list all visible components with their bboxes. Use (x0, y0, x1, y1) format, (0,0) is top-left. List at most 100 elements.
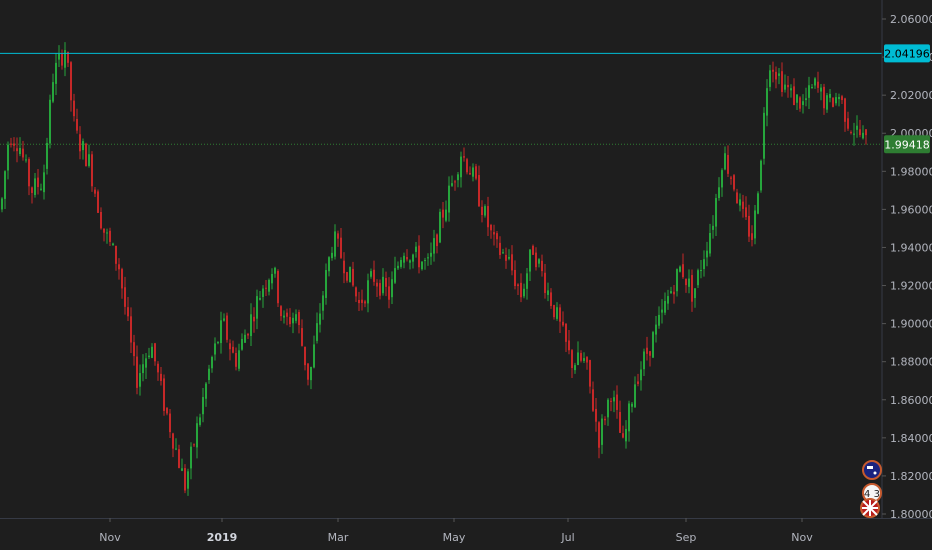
candle (385, 271, 387, 297)
candle (364, 299, 366, 308)
y-tick-label: 1.98000 (890, 165, 932, 178)
candle (217, 341, 219, 345)
candle (844, 97, 846, 132)
candle (826, 92, 828, 113)
candle (571, 348, 573, 378)
candle (304, 346, 306, 371)
candle (856, 115, 858, 138)
y-tick-label: 2.02000 (890, 89, 932, 102)
time-axis[interactable]: Nov 2019 Mar May Jul Sep Nov (99, 518, 813, 544)
candle (433, 229, 435, 262)
candle (541, 254, 543, 277)
candle (325, 263, 327, 305)
candle (313, 335, 315, 369)
candle (853, 122, 855, 146)
horizontal-lines[interactable] (0, 52, 882, 145)
candle (556, 302, 558, 321)
candle (577, 341, 579, 366)
candle (754, 205, 756, 245)
candle (148, 347, 150, 360)
candle (850, 130, 852, 135)
candle (163, 374, 165, 416)
candle (229, 339, 231, 361)
candle (175, 438, 177, 451)
candle (361, 289, 363, 311)
candle (67, 51, 69, 67)
candle (679, 265, 681, 273)
candle (136, 345, 138, 395)
candle (355, 286, 357, 303)
price-tags: 2.04196 1.99418 (884, 44, 930, 154)
candle (835, 92, 837, 106)
x-tick-label: May (443, 531, 466, 544)
event-badges[interactable]: 4 3 (860, 460, 882, 518)
candle (544, 264, 546, 299)
candle (349, 266, 351, 283)
candle (58, 45, 60, 67)
y-tick-label: 2.06000 (890, 13, 932, 26)
candle (643, 348, 645, 376)
x-tick-label: Nov (99, 531, 121, 544)
candle (199, 413, 201, 427)
candle (730, 175, 732, 185)
candle (16, 137, 18, 163)
candle (463, 147, 465, 162)
candle (535, 247, 537, 271)
candle (340, 228, 342, 259)
candle (265, 279, 267, 297)
candle (103, 228, 105, 242)
candle (778, 67, 780, 85)
candle (592, 381, 594, 413)
candle (106, 228, 108, 244)
candle (373, 260, 375, 286)
candle (751, 225, 753, 247)
candle (772, 61, 774, 83)
candle (331, 246, 333, 261)
candle (19, 137, 21, 157)
uk-flag-icon[interactable] (860, 498, 880, 518)
candle (745, 196, 747, 220)
candle (505, 247, 507, 269)
candle (214, 337, 216, 361)
candle (382, 268, 384, 296)
candle (814, 77, 816, 89)
candle (55, 53, 57, 95)
candle (616, 385, 618, 419)
candle (448, 176, 450, 222)
candle (817, 71, 819, 93)
candle (490, 223, 492, 239)
candle (724, 146, 726, 171)
candle (733, 173, 735, 192)
event-flag-icon[interactable] (862, 460, 882, 480)
candle (415, 242, 417, 258)
candle (811, 84, 813, 89)
candle (223, 313, 225, 322)
candle (622, 425, 624, 439)
candle (466, 157, 468, 175)
candle (169, 408, 171, 438)
candle (133, 334, 135, 366)
candle (310, 366, 312, 390)
x-tick-label: Jul (560, 531, 574, 544)
y-tick-label: 1.82000 (890, 470, 932, 483)
candle (196, 416, 198, 459)
candle (739, 193, 741, 212)
candle (235, 347, 237, 371)
candle (253, 307, 255, 333)
candle (799, 96, 801, 112)
candle (307, 363, 309, 386)
candle (664, 292, 666, 316)
candle (508, 249, 510, 261)
candle (550, 288, 552, 309)
candle (400, 257, 402, 269)
candle (256, 289, 258, 330)
candle (538, 258, 540, 268)
candle (610, 397, 612, 412)
candle (607, 398, 609, 426)
x-tick-label: Nov (791, 531, 813, 544)
candles (1, 42, 867, 496)
candle (421, 261, 423, 271)
candle (286, 308, 288, 326)
candle (4, 170, 6, 209)
